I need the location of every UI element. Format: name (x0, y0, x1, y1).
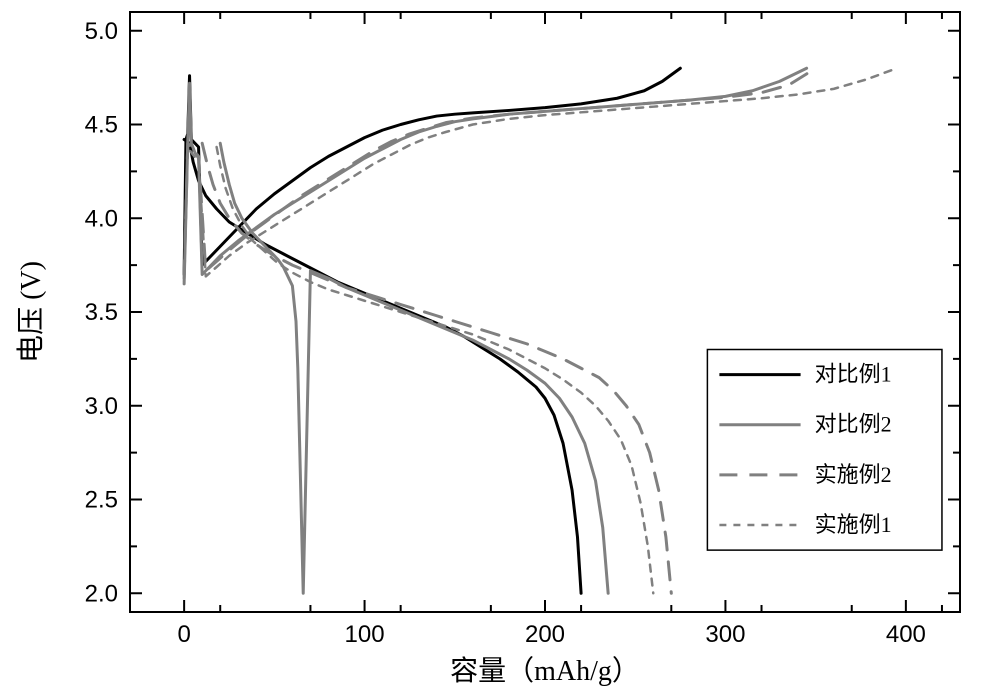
y-tick-label: 3.5 (85, 299, 118, 326)
y-axis-label: 电压 (V) (15, 261, 47, 363)
x-tick-label: 400 (886, 621, 926, 648)
legend-label: 实施例2 (815, 462, 892, 487)
x-tick-label: 200 (525, 621, 565, 648)
x-tick-label: 0 (177, 621, 190, 648)
series-line (184, 68, 680, 274)
legend-label: 对比例2 (815, 412, 892, 437)
chart-svg: 0 100 200 300 400 容量（mAh/g） 2.0 2.5 3.0 3.5 4.0 4.5… (0, 0, 1000, 698)
y-tick-label: 2.5 (85, 487, 118, 514)
x-tick-label: 300 (705, 621, 745, 648)
x-tick-label: 100 (345, 621, 385, 648)
legend-label: 实施例1 (815, 512, 892, 537)
y-tick-label: 4.0 (85, 205, 118, 232)
series-line (184, 68, 816, 278)
y-tick-label: 5.0 (85, 18, 118, 45)
series-line (184, 68, 897, 282)
x-axis-label: 容量（mAh/g） (450, 655, 640, 687)
series-line (217, 147, 654, 593)
chart-container: 0 100 200 300 400 容量（mAh/g） 2.0 2.5 3.0 3.5 4.0 4.5… (0, 0, 1000, 698)
y-tick-label: 4.5 (85, 112, 118, 139)
y-tick-label: 3.0 (85, 393, 118, 420)
y-tick-label: 2.0 (85, 580, 118, 607)
legend-label: 对比例1 (815, 362, 892, 387)
